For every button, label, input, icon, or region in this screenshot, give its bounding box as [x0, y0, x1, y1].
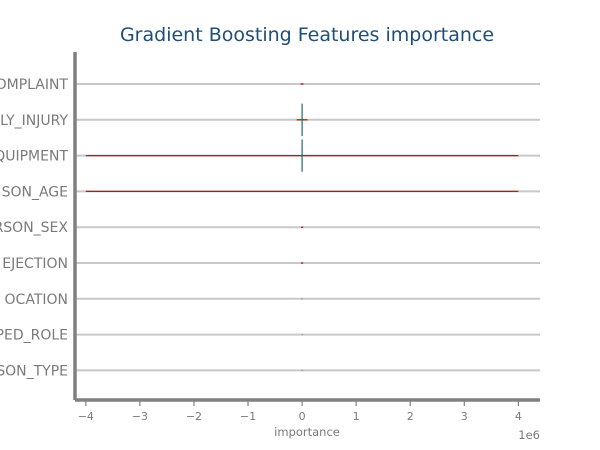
y-tick-label: LY_INJURY: [0, 113, 68, 129]
x-axis-label: importance: [274, 425, 340, 439]
y-tick-label: OCATION: [5, 292, 68, 308]
x-tick-label: 1: [353, 410, 360, 423]
x-tick-label: −1: [240, 410, 256, 423]
y-tick-label: QUIPMENT: [0, 149, 68, 165]
x-tick-label: 4: [515, 410, 522, 423]
x-tick-label: −3: [132, 410, 148, 423]
x-tick-label: −2: [186, 410, 202, 423]
x-tick-label: −4: [78, 410, 94, 423]
y-tick-label: OMPLAINT: [0, 77, 68, 93]
y-tick-label: RSON_SEX: [0, 220, 68, 236]
plot-area: OMPLAINT LY_INJURY QUIPMENT SON_AGE RSON_SEX…: [0, 52, 540, 423]
x-tick-label: 0: [299, 410, 306, 423]
x-tick-label: 2: [407, 410, 414, 423]
y-tick-label: PED_ROLE: [0, 328, 68, 344]
y-tick-label: SON_TYPE: [0, 363, 68, 379]
x-axis-offset-label: 1e6: [518, 428, 540, 442]
chart-title: Gradient Boosting Features importance: [120, 24, 494, 46]
y-tick-label: EJECTION: [2, 256, 68, 272]
y-tick-label: SON_AGE: [2, 184, 68, 200]
x-tick-label: 3: [461, 410, 468, 423]
